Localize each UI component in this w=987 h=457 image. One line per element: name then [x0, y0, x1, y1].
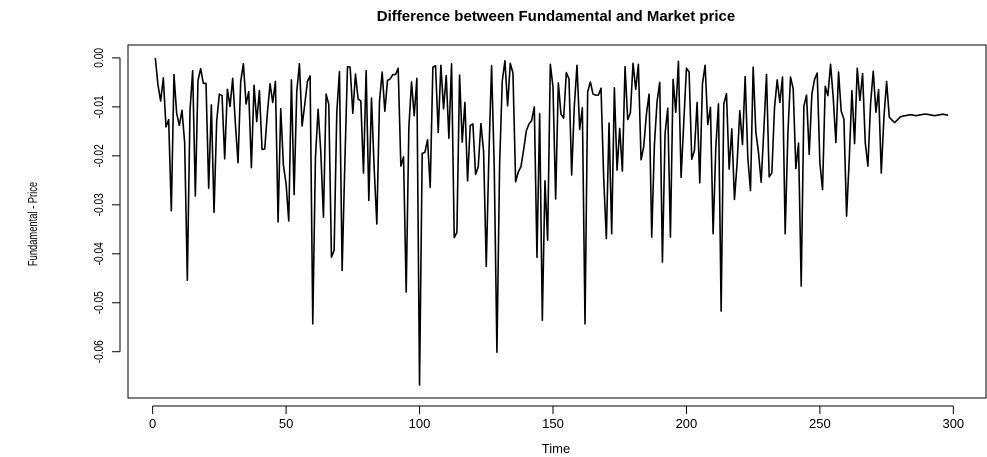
y-axis-label: Fundamental - Price	[27, 182, 41, 266]
x-tick-label: 50	[279, 416, 293, 431]
x-tick-label: 200	[676, 416, 698, 431]
x-axis: 0 50 100 150 200 250 300	[149, 405, 964, 431]
x-tick-label: 100	[409, 416, 431, 431]
y-tick-label: -0.01	[92, 95, 106, 118]
y-tick-label: 0.00	[92, 48, 106, 68]
y-tick-label: -0.02	[92, 144, 106, 167]
chart-title: Difference between Fundamental and Marke…	[377, 8, 735, 25]
x-tick-label: 150	[542, 416, 564, 431]
y-axis: 0.00 -0.01 -0.02 -0.03 -0.04 -0.05 -0.06	[92, 48, 121, 363]
x-tick-label: 0	[149, 416, 156, 431]
plot-frame	[127, 44, 987, 399]
x-tick-label: 250	[809, 416, 831, 431]
y-tick-label: -0.06	[92, 340, 106, 363]
y-tick-label: -0.04	[92, 242, 106, 266]
series-line	[154, 57, 949, 386]
y-tick-label: -0.05	[92, 291, 106, 314]
x-tick-label: 300	[942, 416, 964, 431]
y-tick-label: -0.03	[92, 193, 106, 216]
x-axis-label: Time	[542, 441, 570, 456]
